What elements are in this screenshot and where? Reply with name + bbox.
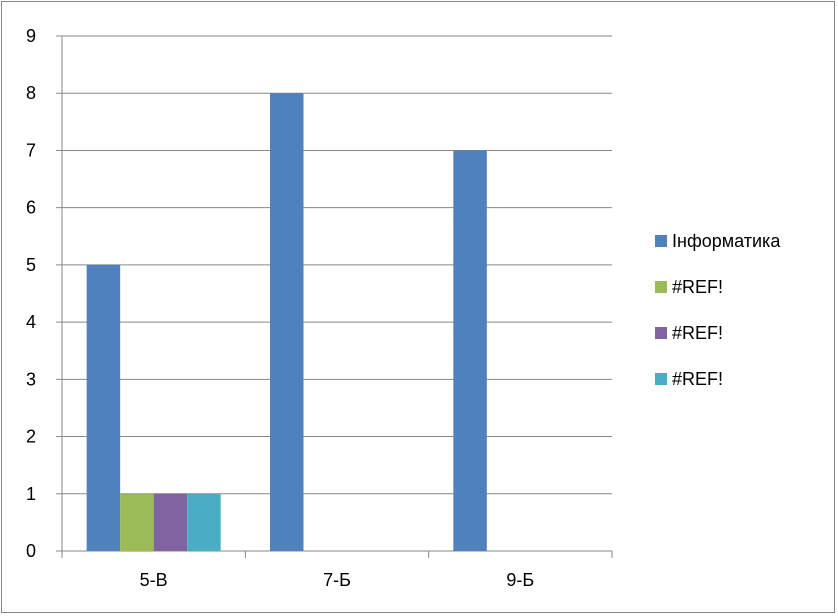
bar <box>187 493 221 551</box>
y-tick-label: 8 <box>26 83 36 103</box>
legend-swatch <box>655 327 667 339</box>
bar <box>270 93 304 551</box>
legend-swatch <box>655 373 667 385</box>
legend-label: #REF! <box>672 323 723 343</box>
y-tick-label: 9 <box>26 26 36 46</box>
x-tick-label: 9-Б <box>506 570 534 590</box>
bar <box>120 493 154 551</box>
y-tick-label: 6 <box>26 198 36 218</box>
x-tick-label: 5-В <box>140 570 168 590</box>
y-tick-label: 3 <box>26 369 36 389</box>
y-tick-label: 5 <box>26 255 36 275</box>
legend-label: #REF! <box>672 277 723 297</box>
bar <box>86 264 121 551</box>
y-tick-label: 2 <box>26 427 36 447</box>
legend-swatch <box>655 235 667 247</box>
bar <box>153 493 188 551</box>
y-tick-label: 7 <box>26 140 36 160</box>
y-tick-label: 0 <box>26 541 36 561</box>
y-tick-label: 4 <box>26 312 36 332</box>
legend-label: #REF! <box>672 369 723 389</box>
legend-swatch <box>655 281 667 293</box>
x-tick-label: 7-Б <box>323 570 351 590</box>
y-tick-label: 1 <box>26 484 36 504</box>
bar <box>453 150 487 551</box>
legend-label: Інформатика <box>672 231 781 251</box>
